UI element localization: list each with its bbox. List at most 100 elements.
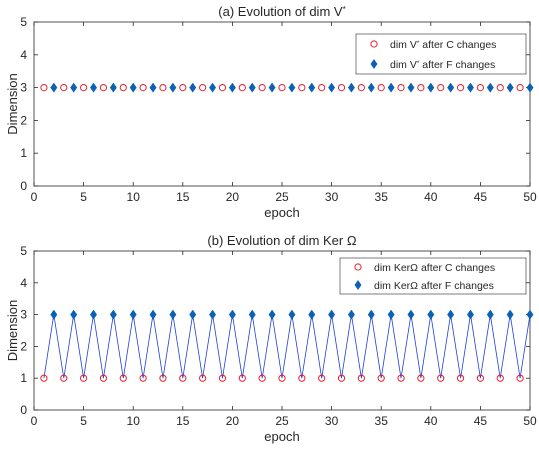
x-tick-label: 25 xyxy=(275,414,289,428)
data-point-diamond xyxy=(149,309,157,320)
data-point-circle xyxy=(218,374,227,382)
data-point-circle xyxy=(199,84,207,92)
data-point-diamond xyxy=(447,309,455,320)
data-point-diamond xyxy=(466,82,474,93)
data-point-circle xyxy=(60,374,68,382)
data-point-circle xyxy=(60,84,68,92)
data-point-diamond xyxy=(288,309,296,320)
x-tick-label: 45 xyxy=(474,414,488,428)
legend-marker xyxy=(354,279,362,291)
data-point-circle xyxy=(139,374,147,382)
legend-box xyxy=(355,33,527,75)
x-tick-label: 5 xyxy=(80,414,87,428)
data-point-circle xyxy=(456,84,465,92)
chart-title-part: (b) Evolution of dim Ker Ω xyxy=(207,233,356,248)
legend-marker xyxy=(370,58,378,70)
x-tick-label: 50 xyxy=(523,414,537,428)
data-point-diamond xyxy=(149,82,157,93)
y-tick-label: 4 xyxy=(20,48,27,62)
data-point-circle xyxy=(357,84,365,92)
data-point-circle xyxy=(179,84,187,92)
series-connecting-line xyxy=(43,314,531,379)
data-point-circle xyxy=(218,84,227,92)
data-point-diamond xyxy=(169,82,177,93)
data-point-circle xyxy=(516,84,524,92)
x-tick-label: 45 xyxy=(474,190,488,204)
data-point-diamond xyxy=(407,82,415,93)
data-point-diamond xyxy=(268,82,276,93)
data-point-diamond xyxy=(486,82,494,93)
data-point-circle xyxy=(159,84,167,92)
data-point-circle xyxy=(278,374,286,382)
data-point-diamond xyxy=(90,82,98,93)
data-point-diamond xyxy=(367,309,375,320)
x-axis-label: epoch xyxy=(264,205,299,220)
data-point-circle xyxy=(258,374,266,382)
data-point-circle xyxy=(397,84,405,92)
data-point-diamond xyxy=(248,82,256,93)
data-point-diamond xyxy=(427,82,435,93)
x-tick-label: 15 xyxy=(176,414,190,428)
data-point-diamond xyxy=(70,82,78,93)
y-tick-label: 2 xyxy=(20,339,27,353)
data-point-circle xyxy=(437,84,445,92)
data-point-diamond xyxy=(308,82,316,93)
legend-entry-label: dim KerΩ after C changes xyxy=(374,262,495,274)
data-point-diamond xyxy=(308,309,316,320)
data-point-diamond xyxy=(189,309,197,320)
data-point-diamond xyxy=(189,82,197,93)
data-point-circle xyxy=(476,84,484,92)
data-point-circle xyxy=(139,84,147,92)
data-point-circle xyxy=(238,84,246,92)
y-tick-label: 1 xyxy=(20,371,27,385)
data-point-circle xyxy=(337,84,346,92)
data-point-circle xyxy=(476,374,484,382)
y-tick-label: 1 xyxy=(20,146,27,160)
x-tick-label: 40 xyxy=(424,414,438,428)
data-point-circle xyxy=(159,374,167,382)
x-tick-label: 35 xyxy=(375,414,389,428)
x-tick-label: 50 xyxy=(523,190,537,204)
y-tick-label: 4 xyxy=(20,276,27,290)
x-tick-label: 30 xyxy=(325,190,339,204)
data-point-diamond xyxy=(109,82,117,93)
data-point-circle xyxy=(179,374,187,382)
data-point-circle xyxy=(496,374,504,382)
data-point-diamond xyxy=(506,309,514,320)
chart-title: (b) Evolution of dim Ker Ω xyxy=(207,233,356,248)
data-point-circle xyxy=(258,84,266,92)
data-point-diamond xyxy=(228,82,236,93)
legend-marker xyxy=(370,40,378,48)
data-point-diamond xyxy=(70,309,78,320)
legend-entry-label-part: dim V xyxy=(390,59,417,71)
x-tick-label: 40 xyxy=(424,190,438,204)
data-point-diamond xyxy=(90,309,98,320)
legend-entry-label-part: * xyxy=(417,40,420,47)
data-point-circle xyxy=(397,374,405,382)
x-tick-label: 5 xyxy=(80,190,87,204)
data-point-diamond xyxy=(328,309,336,320)
data-point-circle xyxy=(199,374,207,382)
data-point-diamond xyxy=(50,309,58,320)
x-tick-label: 20 xyxy=(226,190,240,204)
data-point-diamond xyxy=(209,309,217,320)
data-point-diamond xyxy=(486,309,494,320)
data-point-circle xyxy=(119,374,127,382)
data-point-circle xyxy=(417,374,425,382)
data-point-diamond xyxy=(169,309,177,320)
chart-title-part: (a) Evolution of dim V xyxy=(218,4,343,19)
y-tick-label: 0 xyxy=(20,403,27,417)
data-point-circle xyxy=(298,374,306,382)
legend-entry-label: dim V* after C changes xyxy=(390,39,496,51)
data-point-diamond xyxy=(387,309,395,320)
x-tick-label: 10 xyxy=(127,190,141,204)
legend-entry-label-part: dim V xyxy=(390,39,417,51)
legend-entry-label-part: after C changes xyxy=(419,39,496,51)
x-tick-label: 10 xyxy=(127,414,141,428)
x-tick-label: 15 xyxy=(176,190,190,204)
y-tick-label: 5 xyxy=(20,15,27,29)
legend-entry-label-part: after F changes xyxy=(419,59,495,71)
